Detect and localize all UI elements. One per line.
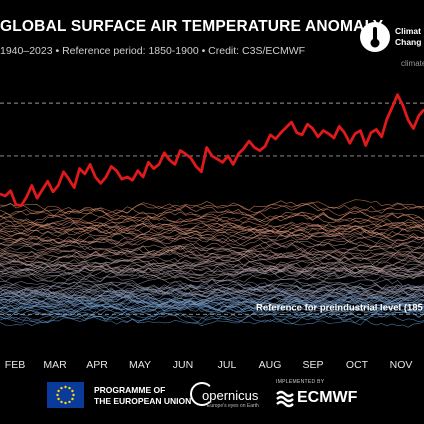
ecmwf-logo: ECMWF <box>275 388 357 410</box>
page-title: GLOBAL SURFACE AIR TEMPERATURE ANOMALY <box>0 18 384 35</box>
eu-line-1: PROGRAMME OF <box>94 385 166 395</box>
series-line-1996 <box>0 249 424 268</box>
eu-flag-icon <box>47 382 84 408</box>
brand-line-2: Chang <box>395 37 422 47</box>
series-line-2015 <box>0 207 424 226</box>
brand-name: Climat Chang <box>395 26 421 48</box>
eu-line-2: THE EUROPEAN UNION <box>94 396 192 406</box>
x-tick-label-may: MAY <box>129 359 151 371</box>
series-line-2013 <box>0 224 424 243</box>
series-line-1989 <box>0 252 424 268</box>
series-line-1974 <box>0 280 424 294</box>
series-line-2021 <box>0 200 424 214</box>
brand-url: climate <box>401 59 424 68</box>
eu-star <box>64 385 67 389</box>
series-line-1982 <box>0 269 424 285</box>
series-line-1951 <box>0 302 424 319</box>
copernicus-icon <box>190 382 214 406</box>
eu-star <box>57 397 60 401</box>
series-line-1956 <box>0 293 424 308</box>
series-line-1976 <box>0 277 424 301</box>
series-line-1995 <box>0 257 424 273</box>
eu-star <box>72 393 75 397</box>
historical-series-group <box>0 199 424 328</box>
series-line-1975 <box>0 284 424 298</box>
implemented-by-label: IMPLEMENTED BY <box>276 379 325 385</box>
eu-star <box>64 401 67 405</box>
temperature-chart: Reference for preindustrial level (185 F… <box>0 93 424 371</box>
series-line-1954 <box>0 300 424 317</box>
series-line-1963 <box>0 290 424 305</box>
copernicus-logo: opernicus Europe's eyes on Earth <box>190 380 259 412</box>
x-tick-label-sep: SEP <box>302 359 323 371</box>
copernicus-name: opernicus <box>202 388 259 403</box>
series-line-1991 <box>0 263 424 281</box>
series-line-1959 <box>0 297 424 316</box>
reference-label-group: Reference for preindustrial level (185 <box>256 302 424 313</box>
ecmwf-name: ECMWF <box>297 389 358 406</box>
series-line-2003 <box>0 241 424 257</box>
series-line-1994 <box>0 249 424 265</box>
series-line-1977 <box>0 280 424 295</box>
series-line-2022 <box>0 199 424 217</box>
eu-star <box>71 389 74 393</box>
series-line-1986 <box>0 267 424 280</box>
series-line-2002 <box>0 231 424 249</box>
x-tick-label-mar: MAR <box>43 359 67 371</box>
series-line-2018 <box>0 210 424 223</box>
reference-label: Reference for preindustrial level (185 <box>256 302 424 313</box>
series-line-2016 <box>0 208 424 227</box>
ecmwf-icon <box>276 390 294 408</box>
series-line-1970 <box>0 294 424 311</box>
eu-star <box>57 389 60 393</box>
page-subtitle: 1940–2023 • Reference period: 1850-1900 … <box>0 45 306 57</box>
x-tick-label-apr: APR <box>86 359 108 371</box>
header: GLOBAL SURFACE AIR TEMPERATURE ANOMALY 1… <box>0 0 424 80</box>
series-line-2014 <box>0 220 424 237</box>
eu-programme-text: PROGRAMME OF THE EUROPEAN UNION <box>94 385 191 407</box>
x-tick-label-oct: OCT <box>346 359 369 371</box>
eu-star <box>68 400 71 404</box>
series-line-1960 <box>0 288 424 305</box>
x-tick-label-jul: JUL <box>218 359 237 371</box>
x-tick-label-feb: FEB <box>5 359 25 371</box>
x-axis-ticks: FEB MAR APR MAY JUN JUL AUG SEP OCT NOV <box>5 359 413 371</box>
series-line-2004 <box>0 231 424 246</box>
thermometer-globe-icon <box>360 22 390 52</box>
series-line-2001 <box>0 245 424 260</box>
series-line-1973 <box>0 283 424 299</box>
series-line-2019 <box>0 214 424 230</box>
x-tick-label-aug: AUG <box>259 359 282 371</box>
series-line-1998 <box>0 240 424 258</box>
brand-line-1: Climat <box>395 26 421 36</box>
eu-star <box>60 400 63 404</box>
series-line-1945 <box>0 307 424 324</box>
series-line-2007 <box>0 226 424 241</box>
eu-star <box>60 386 63 390</box>
x-tick-label-nov: NOV <box>390 359 413 371</box>
eu-star <box>71 397 74 401</box>
eu-star <box>56 393 59 397</box>
footer: PROGRAMME OF THE EUROPEAN UNION opernicu… <box>0 374 424 424</box>
eu-star <box>68 386 71 390</box>
highlight-series-group <box>0 93 424 207</box>
climate-change-service-logo: Climat Chang climate <box>358 22 424 72</box>
series-line-2012 <box>0 221 424 234</box>
copernicus-tagline: Europe's eyes on Earth <box>207 403 259 409</box>
highlight-series-line <box>0 93 424 207</box>
series-line-1961 <box>0 299 424 312</box>
x-tick-label-jun: JUN <box>173 359 193 371</box>
series-line-1985 <box>0 258 424 271</box>
series-line-1946 <box>0 313 424 328</box>
series-line-2020 <box>0 203 424 217</box>
series-line-1968 <box>0 279 424 293</box>
series-line-2011 <box>0 220 424 235</box>
series-line-1997 <box>0 242 424 256</box>
